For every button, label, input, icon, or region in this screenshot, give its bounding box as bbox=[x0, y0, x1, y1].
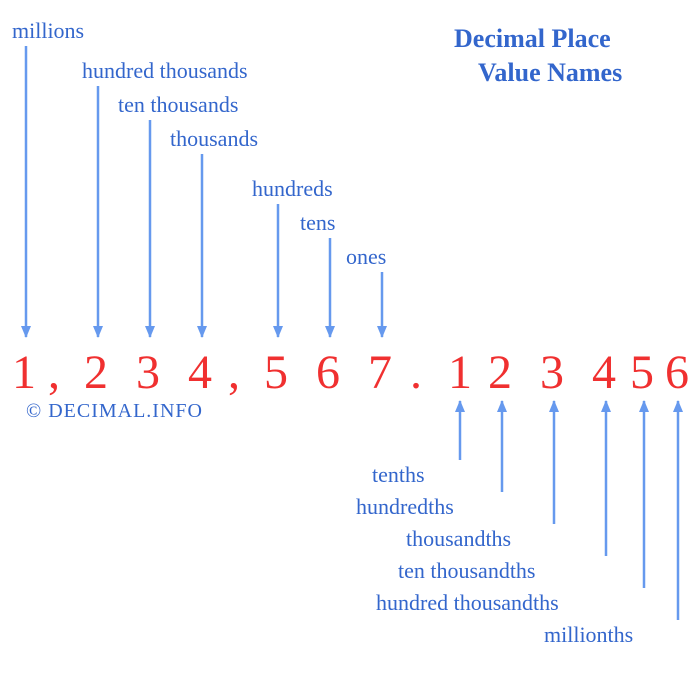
copyright-text: © DECIMAL.INFO bbox=[26, 400, 203, 423]
arrows-layer bbox=[0, 0, 691, 686]
diagram-canvas: Decimal Place Value Names 1,234,567.1234… bbox=[0, 0, 691, 686]
